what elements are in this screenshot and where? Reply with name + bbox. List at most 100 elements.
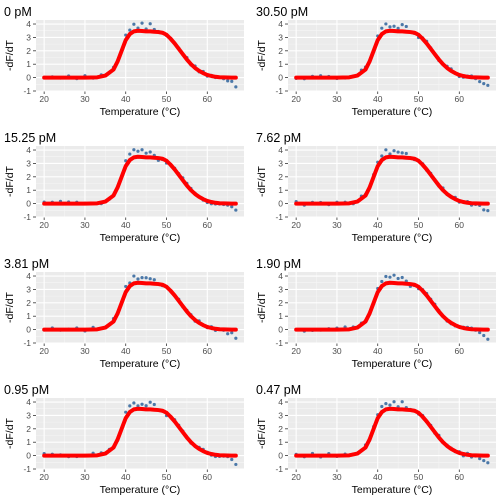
x-tick-label: 60 <box>455 220 465 230</box>
panel-1: 30.50 pM 20 30 40 50 60 -1 0 1 2 3 4 Temperature (°C… <box>252 0 504 126</box>
y-tick-label: 1 <box>278 311 283 321</box>
observed-point <box>380 279 384 284</box>
x-tick-label: 20 <box>291 220 301 230</box>
observed-point <box>384 148 388 152</box>
observed-point <box>380 26 384 30</box>
observed-point <box>384 402 388 406</box>
y-tick-label: 2 <box>26 298 31 308</box>
panel-title: 7.62 pM <box>256 131 301 145</box>
observed-point <box>392 149 396 153</box>
x-tick-label: 20 <box>39 472 49 482</box>
x-tick-label: 40 <box>121 220 131 230</box>
observed-point <box>234 336 238 340</box>
panel-6: 0.95 pM 20 30 40 50 60 -1 0 1 2 3 4 Temperature (°C)… <box>0 378 252 504</box>
y-tick-label: 0 <box>26 199 31 209</box>
x-tick-label: 30 <box>332 472 342 482</box>
panel-svg: 15.25 pM 20 30 40 50 60 -1 0 1 2 3 4 Temperature (°C… <box>4 131 244 244</box>
observed-point <box>136 149 140 153</box>
y-tick-label: 4 <box>26 19 31 29</box>
observed-point <box>148 400 152 404</box>
y-tick-label: 3 <box>26 284 31 294</box>
x-tick-label: 60 <box>203 346 213 356</box>
y-tick-label: 0 <box>26 325 31 335</box>
observed-point <box>124 410 128 414</box>
y-axis-label: -dF/dT <box>256 291 268 323</box>
observed-point <box>486 208 490 213</box>
x-tick-label: 40 <box>121 346 131 356</box>
y-tick-label: 2 <box>278 298 283 308</box>
panel-title: 15.25 pM <box>4 131 56 145</box>
y-tick-label: 4 <box>278 145 283 155</box>
x-tick-label: 50 <box>414 346 424 356</box>
y-axis-label: -dF/dT <box>256 39 268 71</box>
observed-point <box>388 403 392 407</box>
observed-point <box>404 151 408 156</box>
observed-point <box>486 83 490 87</box>
observed-point <box>230 205 234 209</box>
x-tick-label: 50 <box>162 472 172 482</box>
x-tick-label: 30 <box>80 472 90 482</box>
y-axis-label: -dF/dT <box>4 291 16 323</box>
x-axis-label: Temperature (°C) <box>100 358 181 370</box>
x-tick-label: 60 <box>455 472 465 482</box>
x-tick-label: 20 <box>39 220 49 230</box>
x-tick-label: 20 <box>291 94 301 104</box>
y-tick-label: 1 <box>278 59 283 69</box>
observed-point <box>124 284 128 289</box>
x-tick-label: 30 <box>80 220 90 230</box>
observed-point <box>392 400 396 404</box>
observed-point <box>226 79 230 83</box>
x-tick-label: 50 <box>414 472 424 482</box>
x-axis-label: Temperature (°C) <box>352 484 433 496</box>
panel-svg: 0.47 pM 20 30 40 50 60 -1 0 1 2 3 4 Temperature (°C)… <box>256 383 496 496</box>
observed-point <box>396 26 400 30</box>
panel-title: 0 pM <box>4 5 32 19</box>
y-tick-label: -1 <box>23 86 31 96</box>
observed-point <box>140 21 144 25</box>
x-axis-label: Temperature (°C) <box>352 232 433 244</box>
observed-point <box>482 459 486 463</box>
y-tick-label: 4 <box>26 271 31 281</box>
x-tick-label: 40 <box>373 472 383 482</box>
y-tick-label: 0 <box>278 199 283 209</box>
y-tick-label: -1 <box>23 212 31 222</box>
y-tick-label: 3 <box>26 158 31 168</box>
observed-point <box>148 150 152 154</box>
observed-point <box>486 337 490 341</box>
y-axis-label: -dF/dT <box>4 39 16 71</box>
y-axis-label: -dF/dT <box>4 165 16 197</box>
panel-svg: 0 pM 20 30 40 50 60 -1 0 1 2 3 4 Temperature (°C) -dF… <box>4 5 244 118</box>
x-tick-label: 30 <box>332 346 342 356</box>
y-tick-label: 2 <box>26 424 31 434</box>
y-tick-label: 4 <box>278 397 283 407</box>
observed-point <box>144 151 148 155</box>
panel-3: 7.62 pM 20 30 40 50 60 -1 0 1 2 3 4 Temperature (°C)… <box>252 126 504 252</box>
y-axis-label: -dF/dT <box>4 417 16 449</box>
y-tick-label: 2 <box>278 172 283 182</box>
y-tick-label: 0 <box>278 325 283 335</box>
y-tick-label: 2 <box>26 172 31 182</box>
observed-point <box>380 154 384 158</box>
y-tick-label: 0 <box>26 73 31 83</box>
observed-point <box>140 148 144 152</box>
observed-point <box>396 276 400 281</box>
observed-point <box>396 150 400 154</box>
observed-point <box>482 82 486 86</box>
observed-point <box>152 402 156 407</box>
y-tick-label: -1 <box>275 464 283 474</box>
observed-point <box>140 276 144 280</box>
observed-point <box>128 152 132 156</box>
panel-5: 1.90 pM 20 30 40 50 60 -1 0 1 2 3 4 Temperature (°C)… <box>252 252 504 378</box>
observed-point <box>478 457 482 461</box>
panel-svg: 0.95 pM 20 30 40 50 60 -1 0 1 2 3 4 Temperature (°C)… <box>4 383 244 496</box>
observed-point <box>482 208 486 212</box>
x-tick-label: 30 <box>80 94 90 104</box>
y-tick-label: 3 <box>278 284 283 294</box>
y-tick-label: -1 <box>275 338 283 348</box>
x-tick-label: 30 <box>332 220 342 230</box>
y-tick-label: 1 <box>26 311 31 321</box>
x-tick-label: 60 <box>203 220 213 230</box>
observed-point <box>148 277 152 281</box>
y-tick-label: 3 <box>26 410 31 420</box>
x-tick-label: 60 <box>203 472 213 482</box>
